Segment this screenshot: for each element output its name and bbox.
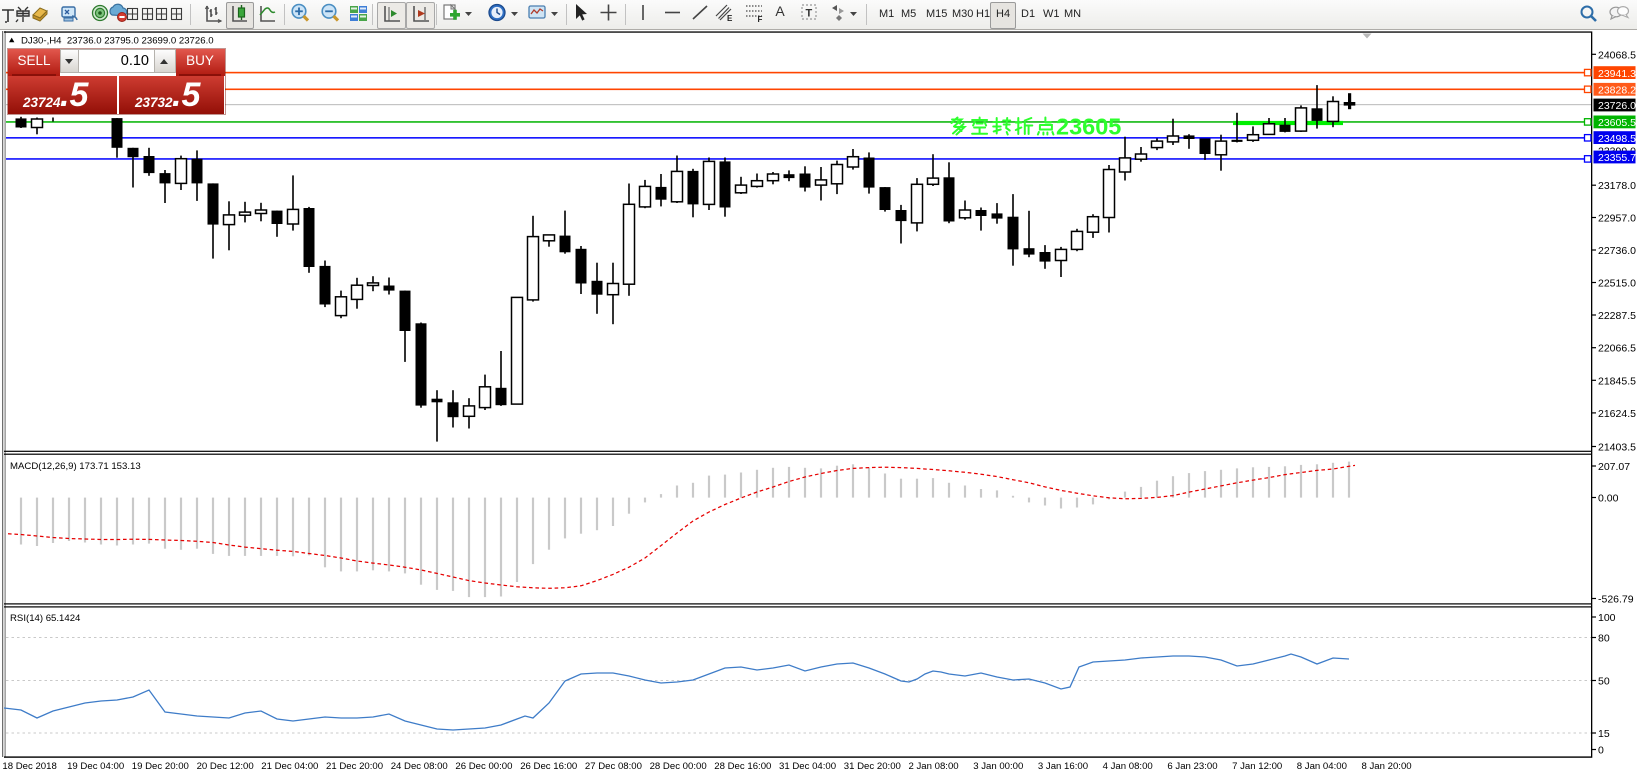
svg-text:100: 100	[1598, 612, 1616, 624]
svg-text:80: 80	[1598, 633, 1610, 645]
svg-text:31 Dec 20:00: 31 Dec 20:00	[844, 761, 901, 772]
svg-text:28 Dec 16:00: 28 Dec 16:00	[714, 761, 771, 772]
svg-text:MACD(12,26,9) 173.71 153.13: MACD(12,26,9) 173.71 153.13	[10, 461, 141, 472]
svg-text:20 Dec 12:00: 20 Dec 12:00	[197, 761, 254, 772]
svg-text:23178.0: 23178.0	[1598, 180, 1636, 192]
svg-text:2 Jan 08:00: 2 Jan 08:00	[909, 761, 959, 772]
svg-text:8 Jan 04:00: 8 Jan 04:00	[1297, 761, 1347, 772]
svg-text:21 Dec 20:00: 21 Dec 20:00	[326, 761, 383, 772]
svg-text:22957.0: 22957.0	[1598, 213, 1636, 225]
svg-text:21403.5: 21403.5	[1598, 442, 1636, 454]
svg-text:21624.5: 21624.5	[1598, 408, 1636, 420]
svg-text:-526.79: -526.79	[1598, 594, 1634, 606]
svg-text:26 Dec 16:00: 26 Dec 16:00	[520, 761, 577, 772]
svg-text:23498.5: 23498.5	[1598, 133, 1636, 145]
svg-text:23355.7: 23355.7	[1598, 152, 1636, 164]
svg-text:F: F	[758, 15, 763, 24]
svg-text:E: E	[727, 14, 733, 23]
svg-text:RSI(14) 65.1424: RSI(14) 65.1424	[10, 613, 81, 624]
svg-text:24068.5: 24068.5	[1598, 49, 1636, 61]
svg-text:28 Dec 00:00: 28 Dec 00:00	[650, 761, 707, 772]
svg-text:22515.0: 22515.0	[1598, 278, 1636, 290]
svg-text:23605: 23605	[1056, 114, 1121, 140]
svg-text:22066.5: 22066.5	[1598, 343, 1636, 355]
svg-text:26 Dec 00:00: 26 Dec 00:00	[455, 761, 512, 772]
svg-text:19 Dec 20:00: 19 Dec 20:00	[132, 761, 189, 772]
svg-text:23726.0: 23726.0	[1598, 100, 1636, 112]
svg-text:4 Jan 08:00: 4 Jan 08:00	[1103, 761, 1153, 772]
svg-text:21845.5: 21845.5	[1598, 375, 1636, 387]
svg-text:31 Dec 04:00: 31 Dec 04:00	[779, 761, 836, 772]
svg-text:22736.0: 22736.0	[1598, 245, 1636, 257]
svg-text:27 Dec 08:00: 27 Dec 08:00	[585, 761, 642, 772]
svg-text:23828.2: 23828.2	[1598, 85, 1636, 97]
svg-text:T: T	[806, 8, 813, 20]
svg-text:7 Jan 12:00: 7 Jan 12:00	[1232, 761, 1282, 772]
svg-text:23605.5: 23605.5	[1598, 117, 1636, 129]
svg-text:8 Jan 20:00: 8 Jan 20:00	[1362, 761, 1412, 772]
svg-text:DJ30-,H4 23736.0 23795.0 2369: DJ30-,H4 23736.0 23795.0 23699.0 23726.0	[21, 36, 214, 47]
svg-text:18 Dec 2018: 18 Dec 2018	[2, 761, 56, 772]
svg-text:22287.5: 22287.5	[1598, 310, 1636, 322]
svg-text:3 Jan 00:00: 3 Jan 00:00	[973, 761, 1023, 772]
svg-text:3 Jan 16:00: 3 Jan 16:00	[1038, 761, 1088, 772]
svg-text:23941.3: 23941.3	[1598, 68, 1636, 80]
svg-text:207.07: 207.07	[1598, 461, 1630, 473]
svg-text:19 Dec 04:00: 19 Dec 04:00	[67, 761, 124, 772]
svg-text:0: 0	[1598, 745, 1604, 757]
svg-text:24 Dec 08:00: 24 Dec 08:00	[391, 761, 448, 772]
svg-text:15: 15	[1598, 728, 1610, 740]
svg-text:6 Jan 23:00: 6 Jan 23:00	[1167, 761, 1217, 772]
svg-text:21 Dec 04:00: 21 Dec 04:00	[261, 761, 318, 772]
svg-text:50: 50	[1598, 676, 1610, 688]
svg-text:0.00: 0.00	[1598, 493, 1619, 505]
